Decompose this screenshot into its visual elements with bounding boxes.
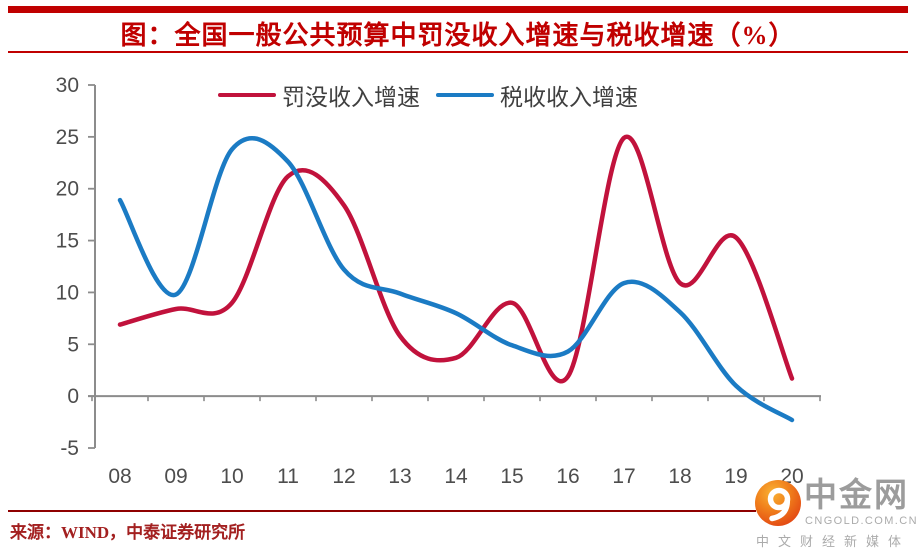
y-tick-label: 15 bbox=[56, 230, 79, 253]
source-note: 来源：WIND，中泰证券研究所 bbox=[10, 523, 246, 542]
x-tick-label: 11 bbox=[277, 465, 299, 488]
x-tick-label: 19 bbox=[724, 465, 747, 488]
cngold-swirl-icon bbox=[755, 480, 801, 526]
y-tick-label: 25 bbox=[56, 126, 79, 149]
x-tick-label: 12 bbox=[332, 465, 355, 488]
y-tick-label: -5 bbox=[60, 437, 79, 460]
y-tick-label: 0 bbox=[67, 385, 79, 408]
x-tick-label: 09 bbox=[164, 465, 187, 488]
fines-revenue-growth-line bbox=[117, 134, 795, 384]
legend-label: 罚没收入增速 bbox=[282, 85, 420, 110]
y-tick-label: 10 bbox=[56, 281, 79, 304]
logo-tagline: 中文财经新媒体 bbox=[756, 534, 911, 549]
x-tick-label: 08 bbox=[108, 465, 131, 488]
x-tick-label: 17 bbox=[612, 465, 635, 488]
legend-label: 税收收入增速 bbox=[500, 85, 638, 110]
legend-swatch bbox=[218, 92, 276, 98]
chart-legend: 罚没收入增速 税收收入增速 bbox=[60, 80, 796, 110]
tax-revenue-growth-line bbox=[117, 136, 795, 423]
x-tick-label: 15 bbox=[500, 465, 523, 488]
y-tick-label: 5 bbox=[67, 333, 79, 356]
y-tick-label: 20 bbox=[56, 178, 79, 201]
legend-item-fines-revenue-growth-line: 罚没收入增速 bbox=[218, 78, 420, 112]
title-underline bbox=[8, 51, 908, 53]
x-tick-label: 18 bbox=[668, 465, 691, 488]
page-title: 图：全国一般公共预算中罚没收入增速与税收增速（%） bbox=[120, 21, 796, 50]
logo-domain: CNGOLD.COM.CN bbox=[805, 515, 916, 527]
x-tick-label: 16 bbox=[556, 465, 579, 488]
x-tick-label: 13 bbox=[388, 465, 411, 488]
legend-swatch bbox=[436, 92, 494, 98]
header-accent-bar bbox=[8, 6, 908, 13]
x-tick-label: 10 bbox=[220, 465, 243, 488]
x-tick-label: 14 bbox=[444, 465, 468, 488]
cngold-logo: 中金网 CNGOLD.COM.CN 中文财经新媒体 bbox=[752, 476, 916, 551]
legend-item-tax-revenue-growth-line: 税收收入增速 bbox=[436, 78, 638, 112]
y-tick-label: 30 bbox=[56, 74, 79, 97]
logo-name: 中金网 bbox=[804, 476, 909, 513]
footer-rule bbox=[8, 510, 756, 512]
